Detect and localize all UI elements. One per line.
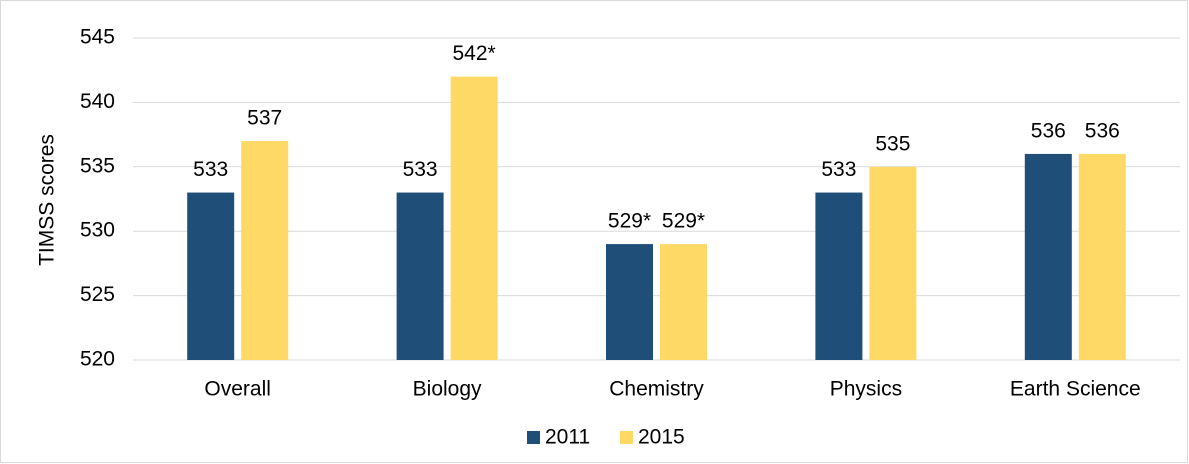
y-tick-label: 530 <box>80 219 115 242</box>
y-tick-label: 540 <box>80 90 115 113</box>
bar <box>450 76 498 360</box>
x-tick-label: Earth Science <box>1010 378 1141 401</box>
x-tick-label: Chemistry <box>609 378 704 401</box>
x-tick-label: Biology <box>413 378 482 401</box>
bar <box>869 166 917 360</box>
bar <box>1024 153 1072 360</box>
value-label: 529* <box>608 210 651 233</box>
y-tick-label: 535 <box>80 154 115 177</box>
value-label: 537 <box>247 107 282 130</box>
legend-label: 2011 <box>545 426 590 449</box>
bar <box>606 244 653 360</box>
value-label: 533 <box>821 158 856 181</box>
legend-swatch <box>620 431 633 444</box>
value-label: 529* <box>662 210 705 233</box>
value-label: 542* <box>452 42 495 65</box>
value-label: 535 <box>875 132 910 155</box>
y-tick-label: 520 <box>80 348 115 371</box>
bar <box>660 244 707 360</box>
legend-label: 2015 <box>638 426 685 449</box>
y-axis-label: TIMSS scores <box>36 134 59 266</box>
value-label: 536 <box>1085 119 1120 142</box>
bar <box>187 192 235 360</box>
value-label: 533 <box>403 158 438 181</box>
bar <box>1078 153 1126 360</box>
value-label: 536 <box>1031 119 1066 142</box>
x-tick-label: Physics <box>830 378 902 401</box>
legend-swatch <box>527 431 540 444</box>
bar <box>396 192 444 360</box>
y-tick-label: 545 <box>80 26 115 49</box>
y-tick-label: 525 <box>80 283 115 306</box>
bar <box>241 141 289 360</box>
value-label: 533 <box>193 158 228 181</box>
x-tick-label: Overall <box>204 378 271 401</box>
bar <box>815 192 863 360</box>
